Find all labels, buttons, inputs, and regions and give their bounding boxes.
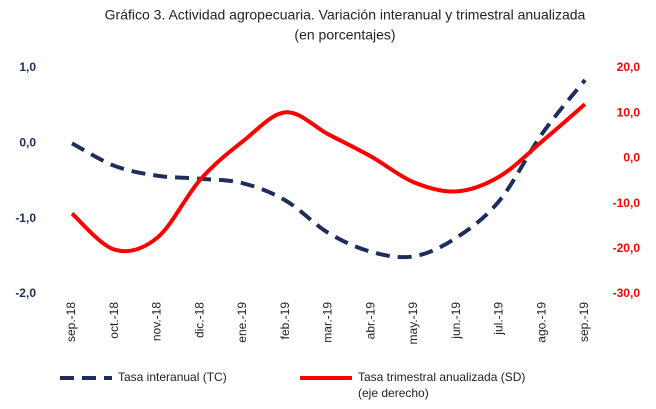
legend-note: (eje derecho): [358, 386, 429, 400]
x-tick-label: abr.-19: [363, 302, 377, 340]
y-tick-label: -1,0: [15, 211, 36, 225]
x-tick-label: sep.-19: [577, 302, 591, 342]
legend-label: Tasa trimestral anualizada (SD): [358, 370, 525, 384]
x-tick-label: sep.-18: [64, 302, 78, 342]
y-tick-label: 0,0: [19, 136, 36, 150]
y2-tick-label: -30,0: [613, 286, 641, 300]
y2-tick-label: 20,0: [617, 60, 641, 74]
y2-tick-label: -10,0: [613, 196, 641, 210]
y2-tick-label: -20,0: [613, 241, 641, 255]
y2-tick-label: 0,0: [623, 151, 640, 165]
y-tick-label: 1,0: [19, 60, 36, 74]
chart-title: Gráfico 3. Actividad agropecuaria. Varia…: [105, 7, 586, 23]
x-tick-label: dic.-18: [192, 302, 206, 338]
x-tick-label: oct.-18: [107, 302, 121, 339]
x-tick-label: mar.-19: [321, 302, 335, 343]
y2-tick-label: 10,0: [617, 105, 641, 119]
x-tick-label: ago.-19: [534, 302, 548, 343]
x-tick-label: nov.-18: [150, 302, 164, 341]
chart-subtitle: (en porcentajes): [294, 27, 395, 43]
x-tick-label: feb.-19: [278, 302, 292, 340]
legend-label: Tasa interanual (TC): [118, 370, 227, 384]
line-series: [71, 78, 587, 260]
x-tick-label: ene.-19: [235, 302, 249, 343]
line-series: [70, 102, 587, 254]
x-tick-label: may.-19: [406, 302, 420, 345]
x-tick-label: jul.-19: [492, 302, 506, 336]
x-tick-label: jun.-19: [449, 302, 463, 340]
y-tick-label: -2,0: [15, 286, 36, 300]
